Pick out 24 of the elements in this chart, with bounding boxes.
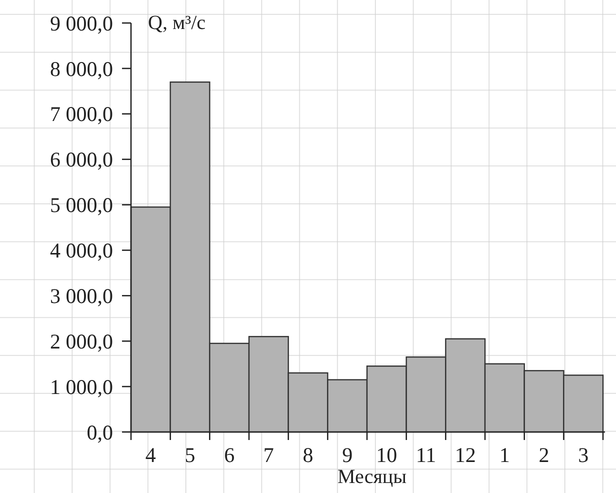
x-tick-label: 3 [578,443,589,467]
y-axis-title: Q, м³/с [148,12,206,34]
x-tick-label: 4 [145,443,156,467]
x-tick-label: 2 [538,443,550,467]
x-tick-label: 11 [416,443,436,467]
x-tick-label: 8 [302,443,314,467]
y-tick-label: 7 000,0 [50,102,113,126]
y-tick-label: 3 000,0 [50,284,113,308]
x-tick-label: 12 [454,443,476,467]
y-tick-label: 6 000,0 [50,148,113,172]
y-tick-label: 0,0 [86,420,113,444]
y-tick-label: 2 000,0 [50,329,113,354]
y-tick-label: 9 000,0 [50,11,113,36]
x-axis-title: Месяцы [337,466,407,488]
x-tick-label: 6 [224,443,235,467]
y-tick-label: 1 000,0 [50,374,113,399]
x-tick-label: 7 [263,443,274,467]
x-tick-label: 9 [342,443,353,467]
x-tick-label: 5 [184,443,196,467]
x-tick-label: 1 [499,443,510,467]
x-tick-label: 10 [376,443,398,467]
y-tick-label: 8 000,0 [50,56,113,81]
y-tick-label: 5 000,0 [50,193,113,218]
y-tick-label: 4 000,0 [50,238,113,263]
